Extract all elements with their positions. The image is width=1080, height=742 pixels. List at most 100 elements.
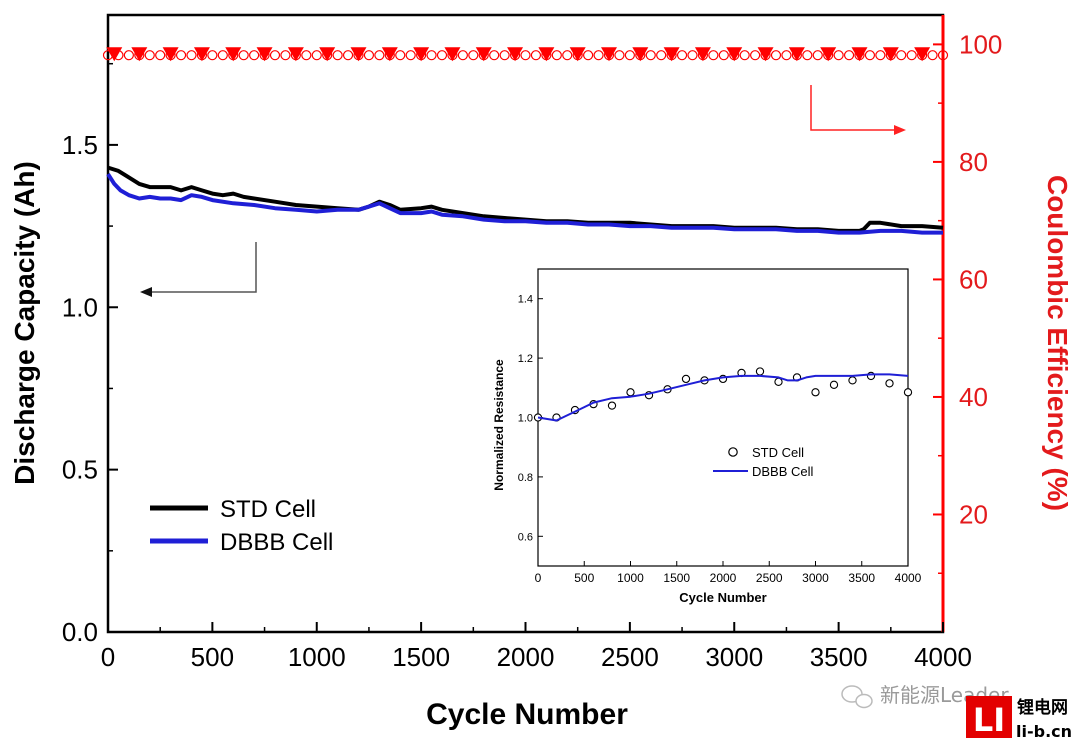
std-cell-ce-point	[645, 50, 656, 61]
std-cell-ce-point	[468, 50, 479, 61]
logo-cn-text: 锂电网	[1017, 697, 1068, 718]
discharge-capacity-lines	[106, 165, 944, 235]
dbbb-cell-ce-point	[851, 47, 868, 62]
main-y-left-tick-label: 1.5	[62, 130, 98, 160]
std-cell-ce-point	[750, 50, 761, 61]
main-y-left-ticks: 0.0 0.5 1.0 1.5	[62, 62, 118, 647]
std-cell-ce-point	[280, 50, 291, 61]
dbbb-cell-ce-point	[507, 47, 524, 62]
main-y-left-tick-label: 1.0	[62, 292, 98, 322]
std-cell-ce-point	[656, 50, 667, 61]
std-cell-ce-point	[436, 50, 448, 61]
inset-std-resistance-point	[607, 401, 617, 410]
inset-std-resistance-point	[885, 379, 894, 388]
dbbb-cell-ce-point	[106, 47, 123, 62]
std-cell-ce-point	[875, 50, 886, 61]
main-x-tick-label: 3000	[705, 642, 763, 672]
inset-plot-border	[537, 268, 909, 567]
inset-std-resistance-point	[829, 380, 839, 389]
std-cell-ce-point	[332, 50, 343, 61]
std-cell-ce-point	[249, 50, 260, 61]
main-x-tick-label: 2000	[497, 642, 555, 672]
inset-y-ticks: 0.6 0.8 1.0 1.2 1.4	[518, 294, 543, 543]
std-cell-ce-point	[676, 50, 688, 61]
main-y-right-tick-label: 60	[959, 264, 988, 294]
std-cell-ce-point	[520, 50, 531, 61]
std-cell-ce-point	[812, 50, 823, 61]
std-cell-ce-point	[123, 50, 134, 61]
main-x-tick-label: 0	[101, 642, 115, 672]
dbbb-cell-ce-point	[601, 47, 617, 62]
inset-x-ticks: 0 500 1000 1500 2000 2500 3000 3500 4000	[535, 561, 922, 585]
dbbb-cell-ce-point	[444, 47, 461, 62]
main-y-left-tick-label: 0.5	[62, 455, 98, 485]
dbbb-cell-ce-point	[788, 47, 805, 62]
inset-y-tick-label: 1.4	[518, 294, 533, 306]
dbbb-cell-ce-point	[632, 47, 649, 62]
main-y-left-tick-label: 0.0	[62, 617, 98, 647]
wechat-watermark: 新能源Leader	[841, 683, 1009, 709]
std-cell-ce-point	[405, 50, 416, 61]
inset-y-tick-label: 1.0	[518, 413, 533, 425]
wechat-icon	[841, 685, 873, 709]
std-cell-ce-point	[896, 50, 907, 61]
std-cell-ce-point	[530, 50, 542, 61]
inset-std-resistance-point	[755, 367, 765, 376]
std-cell-ce-point	[155, 50, 166, 61]
dbbb-cell-ce-point	[381, 47, 398, 62]
logo-url-text: li-b.cn	[1016, 722, 1072, 741]
right-axis-arrow-annotation	[810, 85, 906, 135]
inset-x-tick-label: 1500	[663, 571, 690, 585]
inset-std-resistance-point	[774, 377, 783, 387]
main-x-tick-label: 2500	[601, 642, 659, 672]
dbbb-cell-ce-point	[538, 47, 555, 62]
dbbb-cell-ce-point	[914, 47, 931, 62]
std-cell-ce-point	[864, 50, 876, 61]
main-legend: STD Cell DBBB Cell	[150, 496, 333, 556]
std-cell-ce-point	[593, 50, 604, 61]
inset-x-tick-label: 2500	[756, 571, 783, 585]
inset-legend-std-label: STD Cell	[752, 445, 804, 460]
std-cell-ce-point	[269, 50, 281, 61]
inset-std-resistance-point	[848, 376, 857, 385]
inset-x-tick-label: 3500	[848, 571, 875, 585]
dbbb-cell-ce-point	[569, 47, 586, 62]
std-cell-ce-point	[238, 50, 249, 61]
inset-x-tick-label: 0	[535, 571, 542, 585]
dbbb-cell-ce-point	[287, 47, 304, 62]
std-cell-ce-point	[583, 50, 594, 61]
inset-x-tick-label: 3000	[802, 571, 829, 585]
std-cell-ce-point	[833, 50, 844, 61]
dbbb-cell-ce-point	[663, 47, 680, 62]
std-cell-ce-point	[144, 50, 155, 61]
logo-letters: LI	[973, 701, 1005, 739]
std-cell-ce-point	[927, 50, 938, 61]
std-cell-ce-point	[551, 50, 562, 61]
std-cell-ce-point	[207, 50, 218, 61]
std-cell-ce-point	[843, 50, 855, 61]
inset-x-tick-label: 1000	[617, 571, 644, 585]
std-cell-ce-point	[499, 50, 510, 61]
dbbb-cell-ce-point	[757, 47, 774, 62]
main-y-right-axis-label: Coulombic Efficiency (%)	[1042, 175, 1073, 511]
std-cell-ce-point	[457, 50, 468, 61]
std-cell-ce-point	[363, 50, 375, 61]
coulombic-efficiency-markers	[102, 47, 949, 62]
main-x-tick-label: 500	[191, 642, 234, 672]
main-y-right-tick-label: 80	[959, 147, 988, 177]
main-x-tick-label: 4000	[914, 642, 972, 672]
inset-std-resistance-point	[681, 374, 691, 384]
left-axis-arrow-annotation	[140, 242, 257, 297]
std-cell-ce-point	[562, 50, 573, 61]
inset-std-resistance-point	[626, 388, 635, 397]
main-x-ticks: 0 500 1000 1500 2000 2500 3000 3500 4000	[101, 622, 972, 672]
dbbb-cell-ce-point	[131, 47, 148, 62]
dbbb-cell-ce-point	[162, 47, 179, 62]
std-cell-ce-point	[781, 50, 792, 61]
inset-y-tick-label: 0.6	[518, 531, 533, 543]
std-cell-ce-point	[217, 50, 228, 61]
std-cell-ce-point	[301, 50, 312, 61]
site-logo: LI 锂电网 li-b.cn	[966, 696, 1072, 741]
main-y-right-ticks: 20 40 60 80 100	[933, 29, 1002, 574]
